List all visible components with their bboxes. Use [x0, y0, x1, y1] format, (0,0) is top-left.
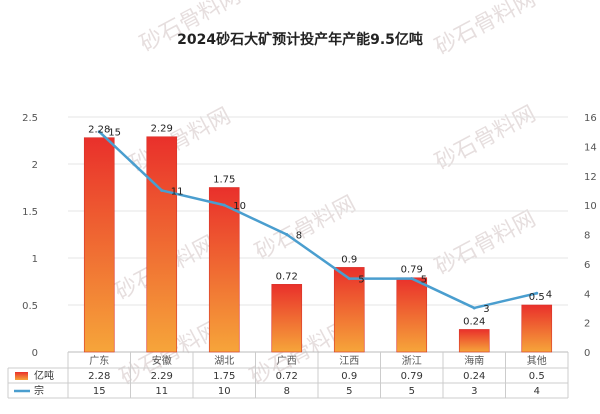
line-label: 4 [546, 289, 552, 300]
table-cell: 4 [534, 386, 540, 397]
bar-label: 0.9 [341, 254, 357, 265]
table-cell: 15 [93, 386, 106, 397]
table-cell: 0.79 [401, 371, 423, 382]
left-tick-label: 1 [32, 254, 38, 265]
line-point [535, 291, 539, 295]
bar-浙江 [396, 277, 428, 353]
left-tick-label: 2 [32, 160, 38, 171]
bar-其他 [521, 304, 553, 353]
category-label: 其他 [527, 354, 547, 367]
line-point [97, 130, 101, 134]
right-tick-label: 12 [584, 172, 597, 183]
category-label: 江西 [339, 355, 359, 367]
table-row-label: 亿吨 [34, 369, 54, 382]
left-tick-label: 1.5 [22, 207, 38, 218]
table-cell: 10 [218, 386, 231, 397]
data-table: 亿吨 2.28 2.29 1.75 0.72 0.9 0.79 0.24 0.5 宗 15 11 10 8… [7, 352, 569, 399]
line-point [160, 188, 164, 192]
table-cell: 5 [346, 386, 352, 397]
left-tick-label: 2.5 [22, 113, 38, 124]
table-cell: 0.5 [529, 371, 545, 382]
line-point [285, 233, 289, 236]
line-label: 10 [233, 201, 246, 212]
table-cell: 5 [409, 386, 415, 397]
line-label: 11 [171, 186, 184, 197]
bar-label: 2.29 [151, 124, 173, 135]
table-cell: 0.72 [276, 371, 298, 382]
line-label: 15 [108, 128, 121, 139]
table-cell: 3 [471, 386, 477, 397]
right-tick-label: 10 [584, 201, 597, 212]
bar-label: 0.5 [529, 292, 545, 303]
line-path [98, 130, 538, 310]
bar-label: 1.75 [213, 175, 235, 186]
right-tick-label: 2 [584, 319, 590, 330]
left-axis-ticks: 0 0.5 1 1.5 2 2.5 [22, 113, 38, 359]
bar-label: 0.72 [276, 271, 298, 282]
right-tick-label: 4 [584, 289, 590, 300]
bar-label: 0.79 [401, 265, 423, 276]
table-cell: 1.75 [213, 371, 235, 382]
category-label: 广东 [89, 354, 109, 367]
right-tick-label: 14 [584, 142, 597, 153]
bar-海南 [458, 329, 490, 353]
bar-label: 0.24 [463, 316, 485, 327]
category-label: 浙江 [402, 355, 422, 367]
category-label: 湖北 [214, 355, 234, 367]
line-point [222, 203, 226, 207]
line-point [347, 277, 351, 281]
data-labels: 2.28 2.29 1.75 0.72 0.9 0.79 0.24 0.5 15 11 10 8 5 5 3… [88, 124, 552, 367]
right-tick-label: 8 [584, 231, 590, 242]
line-label: 5 [421, 275, 427, 286]
legend-bar-swatch [15, 372, 28, 380]
category-label: 安徽 [152, 354, 172, 367]
table-cell: 2.28 [88, 371, 110, 382]
bar-label: 2.28 [88, 125, 110, 136]
table-row-label: 宗 [34, 384, 44, 397]
right-tick-label: 0 [584, 348, 590, 359]
bar-series [83, 136, 553, 353]
right-tick-label: 16 [584, 113, 597, 124]
bar-广东 [83, 137, 115, 353]
bar-江西 [333, 267, 365, 353]
table-cell: 0.24 [463, 371, 485, 382]
bar-湖北 [208, 187, 240, 353]
line-point [410, 277, 414, 281]
left-tick-label: 0.5 [22, 301, 38, 312]
table-cell: 11 [155, 386, 168, 397]
right-axis-ticks: 0 2 4 6 8 10 12 14 16 [584, 113, 597, 359]
table-cell: 0.9 [341, 371, 357, 382]
line-point [472, 306, 476, 310]
line-label: 8 [296, 231, 302, 242]
chart-title: 2024砂石大矿预计投产年产能9.5亿吨 [177, 31, 423, 48]
category-label: 海南 [464, 354, 484, 367]
bar-广西 [271, 284, 303, 353]
line-label: 5 [358, 275, 364, 286]
table-cell: 2.29 [151, 371, 173, 382]
table-cell: 8 [284, 386, 290, 397]
line-label: 3 [483, 304, 489, 315]
left-tick-label: 0 [32, 348, 38, 359]
category-label: 广西 [277, 355, 297, 367]
line-series [97, 130, 539, 310]
bar-安徽 [146, 136, 178, 353]
right-tick-label: 6 [584, 260, 590, 271]
